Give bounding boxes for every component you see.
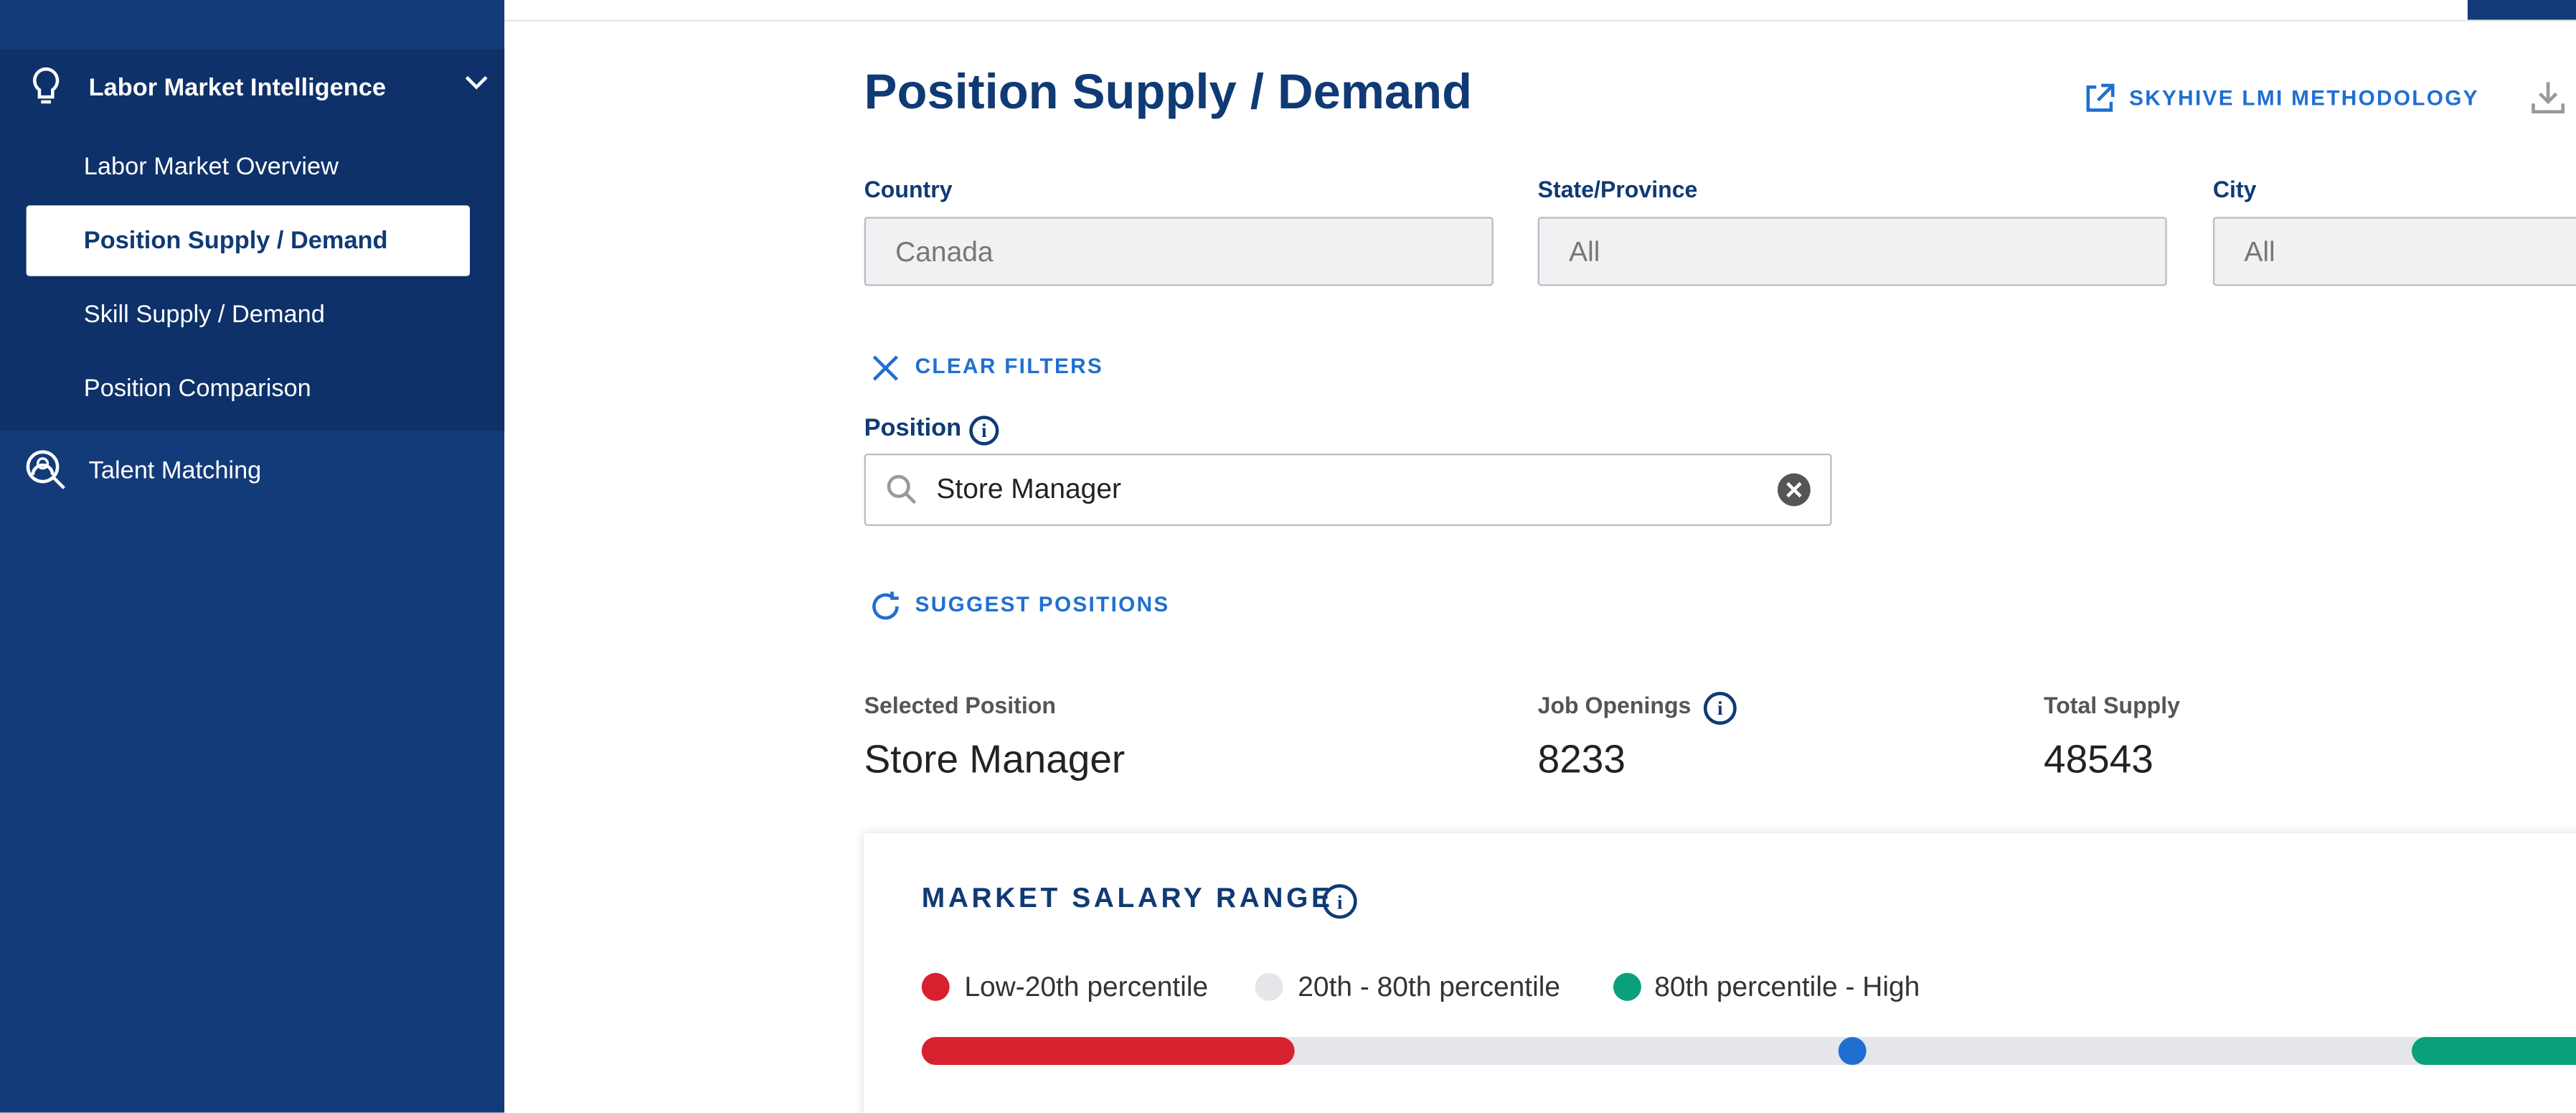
legend-dot <box>1255 972 1283 1001</box>
stat-label: Selected Position <box>864 692 1056 718</box>
stat-label: Total Supply <box>2044 692 2181 718</box>
legend-label: 20th - 80th percentile <box>1298 971 1561 1003</box>
stat-value: Store Manager <box>864 738 1126 783</box>
range-low <box>921 1037 1295 1066</box>
legend-label: 80th percentile - High <box>1654 971 1920 1003</box>
position-value: Store Manager <box>936 473 1121 505</box>
legend-label: Low-20th percentile <box>964 971 1209 1003</box>
info-icon[interactable]: i <box>969 415 999 446</box>
clear-input[interactable] <box>1776 471 1812 507</box>
info-icon[interactable]: i <box>1322 884 1357 919</box>
page-title: Position Supply / Demand <box>864 65 1473 121</box>
info-icon[interactable]: i <box>1703 692 1737 725</box>
chevron[interactable] <box>465 74 488 90</box>
position-input[interactable] <box>864 454 1832 526</box>
nav-item[interactable]: Skill Supply / Demand <box>83 301 325 329</box>
position-label: Position <box>864 414 962 443</box>
filter-label: State/Province <box>1537 176 1698 202</box>
bulb-icon <box>32 67 60 104</box>
top-tab <box>2467 0 2576 20</box>
nav-item[interactable]: Labor Market Overview <box>83 152 339 181</box>
search-icon <box>887 474 917 504</box>
nav-item[interactable]: Position Supply / Demand <box>83 227 388 255</box>
filter-label: Country <box>864 176 953 202</box>
median-dot <box>1838 1037 1867 1066</box>
legend-dot <box>921 972 950 1001</box>
external-icon <box>2086 83 2115 112</box>
salary-card <box>864 833 2576 1113</box>
clear-icon <box>872 355 899 381</box>
nav-active <box>26 205 470 276</box>
suggest-positions[interactable]: SUGGEST POSITIONS <box>915 591 1170 616</box>
refresh-icon <box>872 591 899 620</box>
stat-label: Job Openings <box>1537 692 1692 718</box>
nav-item[interactable]: Position Comparison <box>83 375 311 403</box>
filter-select[interactable]: All <box>2212 217 2576 286</box>
search-person-icon <box>26 450 65 489</box>
card-title: MARKET SALARY RANGE <box>921 882 1334 914</box>
filter-select[interactable]: All <box>1537 217 2167 286</box>
stat-value: 48543 <box>2044 738 2153 783</box>
filter-select[interactable]: Canada <box>864 217 1494 286</box>
nav-item[interactable]: Talent Matching <box>88 456 262 485</box>
nav-section[interactable]: Labor Market Intelligence <box>88 74 386 102</box>
clear-filters[interactable]: CLEAR FILTERS <box>915 353 1104 378</box>
methodology-link[interactable]: SKYHIVE LMI METHODOLOGY <box>2129 85 2479 111</box>
legend-dot <box>1613 972 1641 1001</box>
range-high <box>2412 1037 2576 1066</box>
stat-value: 8233 <box>1537 738 1626 783</box>
download-icon[interactable] <box>2530 79 2566 115</box>
filter-label: City <box>2212 176 2257 202</box>
top-border <box>504 19 2576 22</box>
